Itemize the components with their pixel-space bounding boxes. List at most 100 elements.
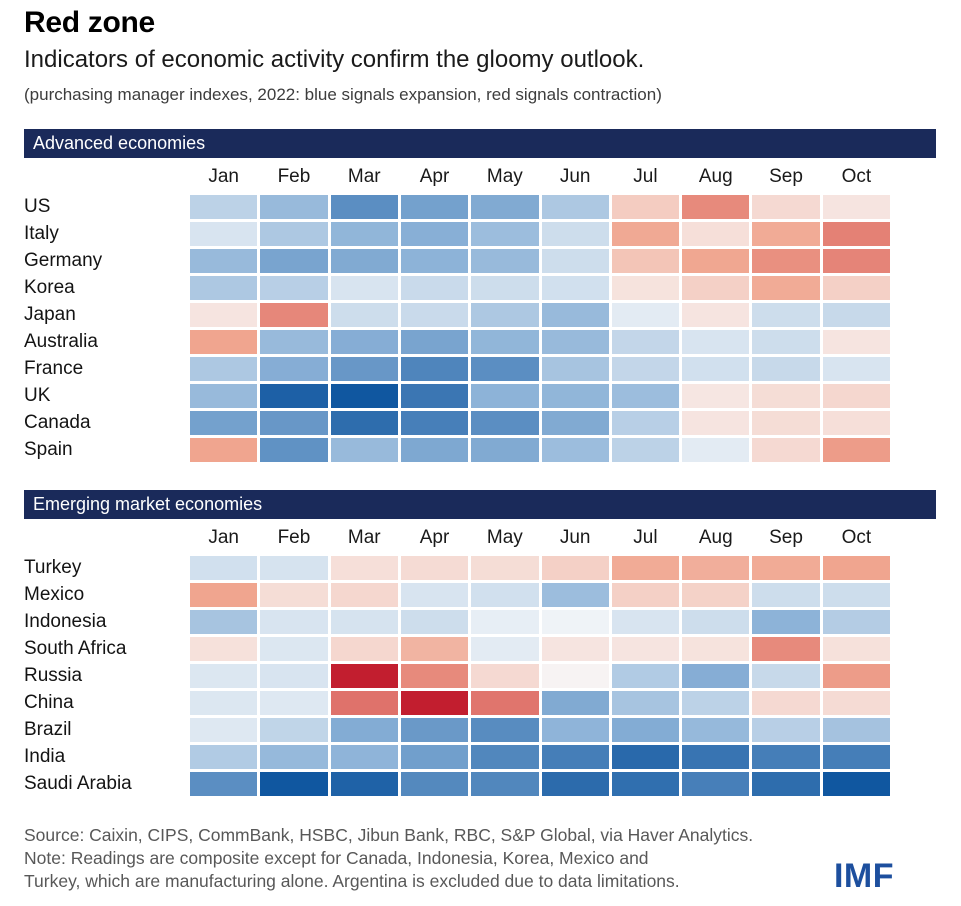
heatmap-cell bbox=[471, 583, 539, 607]
heatmap-cell bbox=[471, 276, 539, 300]
heatmap-cell bbox=[682, 637, 750, 661]
heatmap-cell bbox=[682, 303, 750, 327]
heatmap-cell bbox=[260, 249, 328, 273]
heatmap-cell bbox=[541, 276, 609, 300]
month-label: Apr bbox=[419, 527, 450, 548]
heatmap-cell bbox=[822, 637, 890, 661]
heatmap-cell bbox=[822, 745, 890, 769]
heatmap-cell bbox=[471, 664, 539, 688]
heatmap-cell bbox=[822, 195, 890, 219]
heatmap-cell bbox=[682, 691, 750, 715]
heatmap-cell bbox=[752, 357, 820, 381]
heatmap-cell bbox=[752, 637, 820, 661]
heatmap-cell bbox=[822, 583, 890, 607]
heatmap-cell bbox=[682, 384, 750, 408]
month-label: Feb bbox=[277, 166, 311, 187]
heatmap-cell bbox=[190, 556, 258, 580]
heatmap-cell bbox=[330, 222, 398, 246]
heatmap-cell bbox=[190, 384, 258, 408]
month-header-row: Jan Feb Mar Apr May Jun Jul Aug Sep Oct bbox=[24, 165, 890, 189]
heatmap-cell bbox=[611, 411, 680, 435]
footer: Source: Caixin, CIPS, CommBank, HSBC, Ji… bbox=[24, 824, 936, 895]
heatmap-cell bbox=[822, 556, 890, 580]
heatmap-cell bbox=[190, 664, 258, 688]
heatmap-cell bbox=[611, 222, 680, 246]
heatmap-cell bbox=[682, 411, 750, 435]
heatmap-sections: Advanced economies Jan Feb Mar Apr May Jun Jul A… bbox=[24, 129, 936, 796]
heatmap-cell bbox=[260, 411, 328, 435]
heatmap-cell bbox=[400, 745, 469, 769]
heatmap-section: Advanced economies Jan Feb Mar Apr May Jun Jul A… bbox=[24, 129, 936, 462]
heatmap-cell bbox=[541, 357, 609, 381]
heatmap-grid: Turkey Mexico Indonesia South Africa Russia C… bbox=[24, 556, 890, 796]
heatmap-cell bbox=[330, 276, 398, 300]
month-label: Jan bbox=[208, 166, 239, 187]
heatmap-cell bbox=[330, 556, 398, 580]
heatmap-cell bbox=[400, 384, 469, 408]
heatmap-cell bbox=[822, 384, 890, 408]
heatmap-cell bbox=[400, 303, 469, 327]
row-label: Italy bbox=[24, 223, 59, 244]
heatmap-cell bbox=[611, 610, 680, 634]
row-label: Spain bbox=[24, 439, 73, 460]
heatmap-cell bbox=[260, 195, 328, 219]
month-label: Oct bbox=[841, 527, 872, 548]
heatmap-cell bbox=[822, 691, 890, 715]
heatmap-cell bbox=[682, 772, 750, 796]
heatmap-cell bbox=[400, 583, 469, 607]
heatmap-cell bbox=[400, 438, 469, 462]
row-label: China bbox=[24, 692, 74, 713]
heatmap-cell bbox=[471, 610, 539, 634]
heatmap-cell bbox=[822, 249, 890, 273]
heatmap-cell bbox=[611, 303, 680, 327]
heatmap-cell bbox=[822, 411, 890, 435]
row-label: Turkey bbox=[24, 557, 82, 578]
heatmap-cell bbox=[190, 637, 258, 661]
heatmap-cell bbox=[541, 303, 609, 327]
heatmap-cell bbox=[400, 637, 469, 661]
heatmap-cell bbox=[611, 438, 680, 462]
heatmap-cell bbox=[682, 718, 750, 742]
heatmap-cell bbox=[330, 691, 398, 715]
row-label: Mexico bbox=[24, 584, 85, 605]
heatmap-cell bbox=[822, 718, 890, 742]
heatmap-cell bbox=[541, 384, 609, 408]
heatmap-cell bbox=[822, 303, 890, 327]
heatmap-cell bbox=[471, 357, 539, 381]
month-label: Sep bbox=[769, 166, 803, 187]
month-header-row: Jan Feb Mar Apr May Jun Jul Aug Sep Oct bbox=[24, 526, 890, 550]
heatmap-cell bbox=[611, 330, 680, 354]
heatmap-cell bbox=[190, 195, 258, 219]
heatmap-cell bbox=[471, 745, 539, 769]
heatmap-cell bbox=[611, 745, 680, 769]
heatmap-cell bbox=[752, 745, 820, 769]
heatmap-section: Emerging market economies Jan Feb Mar Apr May… bbox=[24, 490, 936, 796]
heatmap-cell bbox=[541, 772, 609, 796]
heatmap-cell bbox=[611, 249, 680, 273]
month-label: Jan bbox=[208, 527, 239, 548]
heatmap-cell bbox=[611, 357, 680, 381]
heatmap-cell bbox=[260, 583, 328, 607]
heatmap-cell bbox=[611, 195, 680, 219]
heatmap-cell bbox=[822, 772, 890, 796]
heatmap-cell bbox=[682, 664, 750, 688]
row-label: Saudi Arabia bbox=[24, 773, 132, 794]
heatmap-cell bbox=[190, 610, 258, 634]
heatmap-cell bbox=[611, 384, 680, 408]
heatmap-cell bbox=[541, 330, 609, 354]
heatmap-cell bbox=[400, 411, 469, 435]
heatmap-cell bbox=[471, 384, 539, 408]
heatmap-cell bbox=[682, 583, 750, 607]
heatmap-cell bbox=[752, 195, 820, 219]
heatmap-cell bbox=[822, 357, 890, 381]
heatmap-cell bbox=[471, 637, 539, 661]
heatmap-cell bbox=[752, 438, 820, 462]
heatmap-cell bbox=[752, 330, 820, 354]
note-line-1: Note: Readings are composite except for … bbox=[24, 848, 649, 868]
heatmap-cell bbox=[190, 772, 258, 796]
heatmap-cell bbox=[330, 330, 398, 354]
heatmap-cell bbox=[400, 691, 469, 715]
heatmap-cell bbox=[682, 222, 750, 246]
row-label: Japan bbox=[24, 304, 76, 325]
